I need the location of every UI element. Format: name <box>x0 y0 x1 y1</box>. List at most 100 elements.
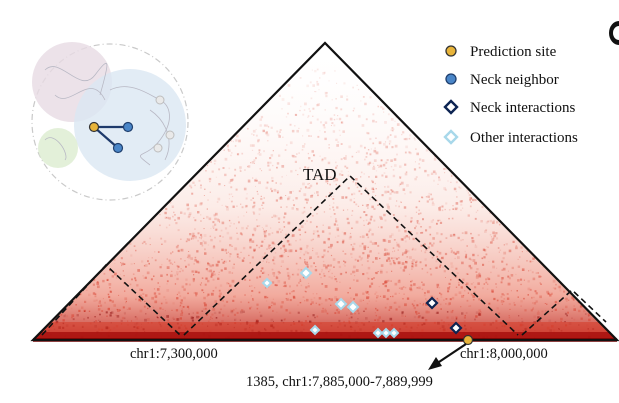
heatmap-speck <box>343 157 347 160</box>
heatmap-speck <box>542 266 544 268</box>
heatmap-speck <box>413 315 417 319</box>
heatmap-speck <box>363 224 365 226</box>
heatmap-speck <box>288 311 292 314</box>
heatmap-speck <box>227 251 229 253</box>
heatmap-speck <box>488 302 491 305</box>
heatmap-speck <box>463 316 466 319</box>
heatmap-speck <box>95 299 98 302</box>
neck-interaction-marker <box>425 296 439 310</box>
heatmap-speck <box>480 220 483 223</box>
heatmap-speck <box>123 311 126 315</box>
heatmap-speck <box>330 304 332 306</box>
heatmap-speck <box>277 270 280 274</box>
heatmap-speck <box>547 293 549 295</box>
heatmap-speck <box>328 144 330 146</box>
heatmap-speck <box>475 275 479 279</box>
heatmap-speck <box>323 240 326 243</box>
heatmap-speck <box>424 319 428 322</box>
heatmap-speck <box>255 179 257 181</box>
heatmap-speck <box>99 313 101 316</box>
heatmap-speck <box>457 256 460 259</box>
heatmap-speck <box>420 226 422 228</box>
heatmap-speck <box>106 315 108 317</box>
heatmap-speck <box>140 294 142 297</box>
other-interaction-legend-icon <box>443 129 459 145</box>
heatmap-speck <box>222 314 225 317</box>
heatmap-speck <box>226 282 229 285</box>
heatmap-speck <box>291 291 293 293</box>
heatmap-speck <box>537 310 540 313</box>
heatmap-speck <box>469 305 472 307</box>
heatmap-speck <box>99 320 101 323</box>
heatmap-speck <box>333 179 336 183</box>
heatmap-speck <box>307 187 309 189</box>
heatmap-speck <box>384 281 387 284</box>
heatmap-speck <box>328 232 331 235</box>
heatmap-speck <box>296 208 298 210</box>
right-coordinate-label: chr1:8,000,000 <box>460 346 548 362</box>
heatmap-speck <box>188 308 190 310</box>
heatmap-speck <box>258 291 261 294</box>
heatmap-speck <box>419 158 422 161</box>
heatmap-speck <box>262 207 264 209</box>
heatmap-speck <box>364 102 367 106</box>
heatmap-speck <box>403 138 406 141</box>
heatmap-speck <box>174 219 176 221</box>
heatmap-speck <box>474 199 477 201</box>
heatmap-speck <box>210 316 212 318</box>
heatmap-speck <box>411 279 413 282</box>
tad-right <box>521 288 607 336</box>
neck-interaction-legend-icon <box>443 99 459 115</box>
heatmap-speck <box>354 275 356 277</box>
heatmap-speck <box>465 312 468 314</box>
heatmap-speck <box>449 298 452 301</box>
heatmap-speck <box>101 316 103 318</box>
heatmap-speck <box>319 130 321 132</box>
heatmap-speck <box>169 262 172 265</box>
heatmap-speck <box>474 245 478 249</box>
heatmap-speck <box>209 181 211 183</box>
heatmap-speck <box>323 272 325 275</box>
heatmap-speck <box>270 187 273 190</box>
heatmap-speck <box>365 317 368 320</box>
heatmap-speck <box>431 244 434 247</box>
heatmap-speck <box>322 124 325 127</box>
heatmap-speck <box>282 136 284 138</box>
heatmap-speck <box>571 317 573 319</box>
heatmap-speck <box>228 219 231 222</box>
heatmap-speck <box>358 255 361 258</box>
heatmap-speck <box>267 246 270 249</box>
heatmap-speck <box>109 312 112 314</box>
other-interaction-marker <box>334 297 348 311</box>
heatmap-speck <box>423 316 426 319</box>
heatmap-speck <box>405 171 408 173</box>
heatmap-speck <box>208 177 212 181</box>
heatmap-speck <box>334 287 338 291</box>
heatmap-speck <box>194 204 197 207</box>
heatmap-speck <box>358 312 360 315</box>
heatmap-speck <box>257 138 260 142</box>
heatmap-speck <box>256 320 259 323</box>
heatmap-speck <box>375 170 378 172</box>
heatmap-speck <box>265 131 268 134</box>
heatmap-speck <box>384 248 387 251</box>
heatmap-speck <box>344 265 346 267</box>
heatmap-speck <box>200 202 203 205</box>
heatmap-speck <box>389 317 393 321</box>
heatmap-speck <box>180 313 183 316</box>
heatmap-speck <box>390 189 393 191</box>
heatmap-speck <box>183 296 186 300</box>
heatmap-speck <box>264 295 267 299</box>
heatmap-speck <box>377 204 379 206</box>
heatmap-speck <box>299 280 302 282</box>
heatmap-speck <box>470 201 472 203</box>
heatmap-speck <box>192 232 195 235</box>
heatmap-speck <box>427 246 430 249</box>
heatmap-speck <box>409 152 412 155</box>
heatmap-speck <box>88 310 91 312</box>
heatmap-speck <box>218 271 220 273</box>
heatmap-speck <box>345 271 347 274</box>
heatmap-speck <box>86 289 88 291</box>
heatmap-speck <box>539 295 542 299</box>
heatmap-speck <box>162 308 164 310</box>
